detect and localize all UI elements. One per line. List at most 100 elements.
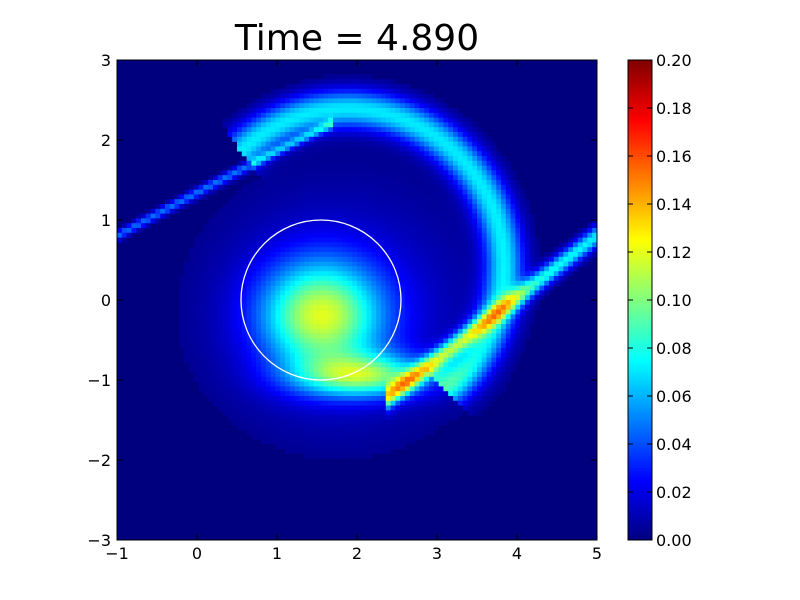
heatmap-cell [285, 352, 291, 358]
heatmap-cell [241, 141, 247, 147]
heatmap-cell [309, 136, 315, 142]
heatmap-cell [385, 213, 391, 219]
heatmap-cell [333, 338, 339, 344]
heatmap-cell [414, 338, 420, 344]
heatmap-cell [280, 194, 286, 200]
heatmap-cell [217, 256, 223, 262]
heatmap-cell [357, 247, 363, 253]
heatmap-cell [198, 372, 204, 378]
heatmap-cell [352, 204, 358, 210]
heatmap-cell [453, 242, 459, 248]
heatmap-cell [400, 228, 406, 234]
heatmap-cell [525, 208, 531, 214]
heatmap-cell [405, 252, 411, 258]
heatmap-cell [280, 256, 286, 262]
heatmap-cell [198, 386, 204, 392]
heatmap-cell [366, 319, 372, 325]
heatmap-cell [409, 146, 415, 152]
heatmap-cell [443, 194, 449, 200]
heatmap-cell [232, 242, 238, 248]
heatmap-cell [433, 252, 439, 258]
heatmap-cell [289, 228, 295, 234]
heatmap-cell [136, 228, 142, 234]
heatmap-cell [313, 117, 319, 123]
heatmap-cell [352, 362, 358, 368]
heatmap-cell [256, 415, 262, 421]
heatmap-cell [433, 328, 439, 334]
heatmap-cell [342, 146, 348, 152]
heatmap-cell [299, 448, 305, 454]
colorbar-segment [628, 426, 652, 430]
heatmap-cell [265, 319, 271, 325]
heatmap-cell [433, 256, 439, 262]
heatmap-cell [237, 400, 243, 406]
heatmap-cell [213, 328, 219, 334]
heatmap-cell [328, 352, 334, 358]
heatmap-cell [414, 343, 420, 349]
heatmap-cell [227, 170, 233, 176]
heatmap-cell [213, 324, 219, 330]
heatmap-cell [333, 362, 339, 368]
heatmap-cell [275, 146, 281, 152]
heatmap-cell [534, 271, 540, 277]
heatmap-cell [184, 266, 190, 272]
heatmap-cell [525, 290, 531, 296]
heatmap-cell [366, 151, 372, 157]
heatmap-cell [328, 439, 334, 445]
heatmap-cell [453, 367, 459, 373]
heatmap-cell [457, 112, 463, 118]
heatmap-cell [510, 343, 516, 349]
heatmap-cell [318, 396, 324, 402]
heatmap-cell [294, 424, 300, 430]
heatmap-cell [467, 208, 473, 214]
heatmap-cell [299, 314, 305, 320]
heatmap-cell [203, 237, 209, 243]
heatmap-cell [232, 127, 238, 133]
heatmap-cell [318, 180, 324, 186]
heatmap-cell [419, 204, 425, 210]
heatmap-cell [198, 237, 204, 243]
heatmap-cell [486, 362, 492, 368]
heatmap-cell [371, 367, 377, 373]
heatmap-cell [208, 266, 214, 272]
heatmap-cell [328, 175, 334, 181]
heatmap-cell [318, 189, 324, 195]
heatmap-cell [481, 309, 487, 315]
heatmap-cell [433, 98, 439, 104]
heatmap-cell [289, 338, 295, 344]
heatmap-cell [265, 98, 271, 104]
heatmap-cell [184, 348, 190, 354]
heatmap-cell [457, 189, 463, 195]
heatmap-cell [318, 146, 324, 152]
heatmap-cell [438, 252, 444, 258]
heatmap-cell [203, 328, 209, 334]
heatmap-cell [313, 79, 319, 85]
heatmap-cell [237, 136, 243, 142]
heatmap-cell [395, 309, 401, 315]
heatmap-cell [313, 453, 319, 459]
heatmap-cell [361, 362, 367, 368]
heatmap-cell [385, 372, 391, 378]
heatmap-cell [270, 338, 276, 344]
heatmap-cell [376, 424, 382, 430]
heatmap-cell [237, 122, 243, 128]
heatmap-cell [333, 175, 339, 181]
heatmap-cell [385, 290, 391, 296]
overlay-circle [240, 219, 402, 381]
heatmap-cell [357, 117, 363, 123]
heatmap-cell [294, 108, 300, 114]
heatmap-cell [385, 93, 391, 99]
heatmap-cell [203, 276, 209, 282]
heatmap-cell [395, 112, 401, 118]
heatmap-cell [467, 146, 473, 152]
heatmap-cell [285, 333, 291, 339]
heatmap-cell [237, 146, 243, 152]
heatmap-cell [433, 237, 439, 243]
heatmap-cell [318, 208, 324, 214]
heatmap-cell [443, 261, 449, 267]
heatmap-cell [472, 300, 478, 306]
heatmap-cell [342, 439, 348, 445]
heatmap-cell [472, 223, 478, 229]
heatmap-cell [280, 208, 286, 214]
heatmap-cell [251, 156, 257, 162]
